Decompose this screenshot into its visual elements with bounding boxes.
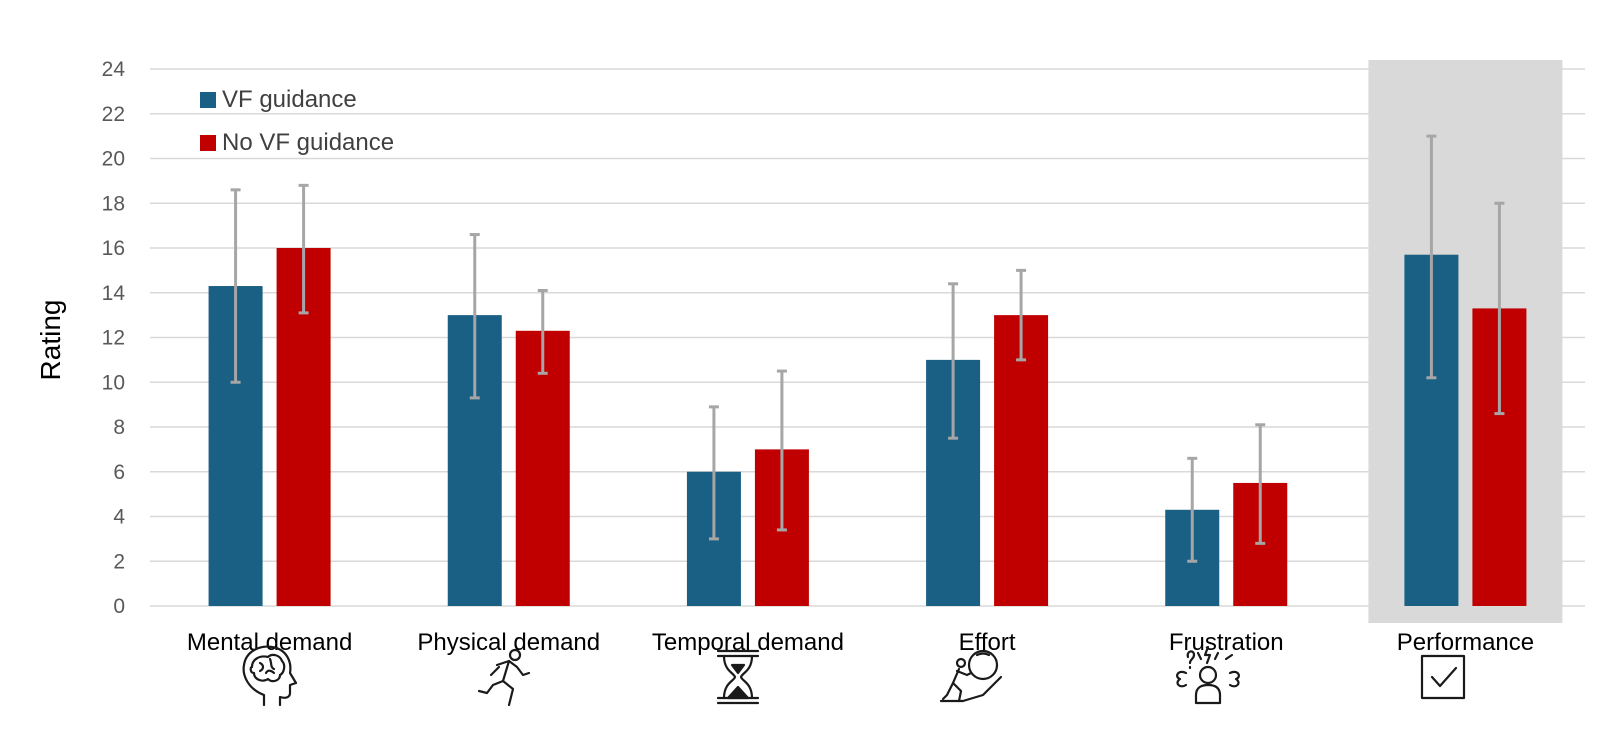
legend: VF guidance No VF guidance <box>200 86 394 156</box>
y-tick-label-22: 22 <box>102 103 125 126</box>
highlight-band-performance <box>1368 60 1563 623</box>
legend-label-no-vf-guidance: No VF guidance <box>222 129 394 156</box>
y-tick-label-4: 4 <box>113 506 125 529</box>
y-tick-label-2: 2 <box>113 550 125 573</box>
error-bar-no-vf-guidance-effort <box>1016 268 1027 362</box>
hourglass-icon <box>716 649 760 705</box>
legend-swatch-vf-guidance <box>200 92 216 108</box>
bar-no-vf-guidance-effort <box>994 315 1049 606</box>
error-bar-no-vf-guidance-frustration <box>1255 423 1266 545</box>
y-tick-label-10: 10 <box>102 371 125 394</box>
y-tick-label-14: 14 <box>102 282 126 305</box>
brain-head-icon <box>242 645 298 707</box>
y-tick-label-20: 20 <box>102 148 125 171</box>
running-person-icon <box>477 648 531 707</box>
error-bar-vf-guidance-performance <box>1426 134 1437 380</box>
frustrated-person-icon <box>1176 645 1240 705</box>
x-category-label-mental-demand: Mental demand <box>187 629 352 656</box>
checkbox-check-icon <box>1420 654 1466 700</box>
y-tick-label-12: 12 <box>102 327 125 350</box>
x-category-label-performance: Performance <box>1397 629 1534 656</box>
y-tick-label-24: 24 <box>102 58 126 81</box>
y-tick-label-8: 8 <box>113 416 125 439</box>
y-tick-label-16: 16 <box>102 237 125 260</box>
y-tick-label-0: 0 <box>113 595 125 618</box>
person-pushing-boulder-icon <box>939 649 1003 703</box>
x-category-label-frustration: Frustration <box>1169 629 1284 656</box>
error-bar-vf-guidance-effort <box>948 282 959 440</box>
error-bar-vf-guidance-mental-demand <box>230 188 241 384</box>
error-bar-no-vf-guidance-mental-demand <box>298 183 309 315</box>
y-tick-label-6: 6 <box>113 461 125 484</box>
bar-no-vf-guidance-physical-demand <box>515 330 570 606</box>
legend-label-vf-guidance: VF guidance <box>222 86 357 113</box>
error-bar-vf-guidance-frustration <box>1187 456 1198 563</box>
y-tick-label-18: 18 <box>102 192 125 215</box>
legend-swatch-no-vf-guidance <box>200 135 216 151</box>
error-bar-no-vf-guidance-performance <box>1494 201 1505 416</box>
y-axis-label: Rating <box>35 300 66 381</box>
error-bar-no-vf-guidance-temporal-demand <box>776 369 787 532</box>
x-category-label-physical-demand: Physical demand <box>417 629 600 656</box>
error-bar-vf-guidance-temporal-demand <box>708 405 719 541</box>
error-bar-vf-guidance-physical-demand <box>469 233 480 400</box>
error-bar-no-vf-guidance-physical-demand <box>537 289 548 375</box>
